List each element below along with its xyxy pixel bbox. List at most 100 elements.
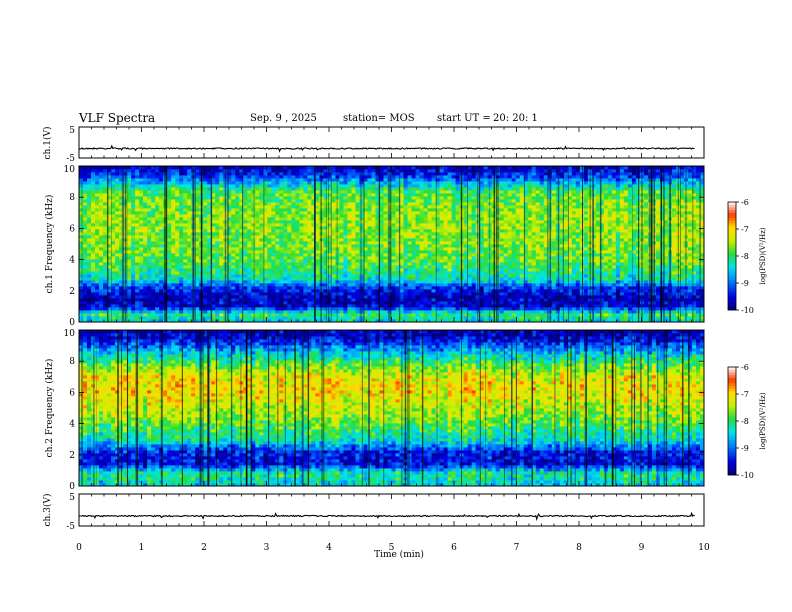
spectrogram-cell <box>575 253 581 257</box>
spectrogram-cell <box>631 244 637 248</box>
spectrogram-cell <box>563 262 569 266</box>
spectrogram-cell <box>323 289 328 293</box>
spectrogram-cell <box>599 262 605 266</box>
spectrogram-cell <box>203 256 208 260</box>
spectrogram-cell <box>419 229 424 233</box>
spectrogram-cell <box>451 250 457 254</box>
spectrogram-cell <box>131 265 136 269</box>
spectrogram-cell <box>403 226 408 230</box>
spectrogram-cell <box>331 292 336 296</box>
spectrogram-cell <box>283 262 288 266</box>
spectrogram-cell <box>671 298 677 302</box>
spectrogram-cell <box>259 298 264 302</box>
spectrogram-cell <box>535 229 541 233</box>
spectrogram-cell <box>119 295 124 299</box>
spectrogram-cell <box>591 292 597 296</box>
spectrogram-cell <box>395 289 400 293</box>
spectrogram-cell <box>111 265 116 269</box>
spectrogram-cell <box>335 313 340 317</box>
spectrogram-cell <box>367 229 372 233</box>
spectrogram-cell <box>587 298 593 302</box>
spectrogram-cell <box>659 316 665 320</box>
spectrogram-cell <box>467 241 473 245</box>
spectrogram-cell <box>143 298 148 302</box>
spectrogram-cell <box>627 277 633 281</box>
spectrogram-cell <box>647 274 653 278</box>
spectrogram-cell <box>467 265 473 269</box>
spectrogram-cell <box>143 283 148 287</box>
spectrogram-cell <box>443 241 448 245</box>
spectrogram-cell <box>339 244 344 248</box>
spectrogram-cell <box>527 241 533 245</box>
spectrogram-cell <box>243 307 248 311</box>
spectrogram-cell <box>147 307 152 311</box>
spectrogram-cell <box>115 280 120 284</box>
spectrogram-cell <box>355 262 360 266</box>
spectrogram-cell <box>331 277 336 281</box>
spectrogram-cell <box>235 265 240 269</box>
spectrogram-cell <box>623 253 629 257</box>
spectrogram-cell <box>587 277 593 281</box>
spectrogram-cell <box>131 274 136 278</box>
spectrogram-cell <box>259 289 264 293</box>
spectrogram-cell <box>391 271 396 275</box>
spectrogram-cell <box>675 298 681 302</box>
spectrogram-cell <box>419 289 424 293</box>
spectrogram-cell <box>415 277 420 281</box>
spectrogram-cell <box>347 259 352 263</box>
spectrogram-cell <box>235 295 240 299</box>
spectrogram-cell <box>571 271 577 275</box>
spectrogram-cell <box>407 280 412 284</box>
spectrogram-cell <box>503 241 509 245</box>
spectrogram-cell <box>543 262 549 266</box>
spectrogram-cell <box>187 229 192 233</box>
spectrogram-cell <box>295 232 300 236</box>
spectrogram-cell <box>539 274 545 278</box>
spectrogram-cell <box>483 304 489 308</box>
spectrogram-cell <box>83 265 88 269</box>
spectrogram-cell <box>655 238 661 242</box>
spectrogram-cell <box>195 289 200 293</box>
spectrogram-cell <box>367 265 372 269</box>
spectrogram-cell <box>671 253 677 257</box>
spectrogram-cell <box>287 310 292 314</box>
spectrogram-cell <box>431 253 436 257</box>
spectrogram-cell <box>407 250 412 254</box>
spectrogram-cell <box>239 232 244 236</box>
spectrogram-cell <box>563 286 569 290</box>
spectrogram-cell <box>243 235 248 239</box>
spectrogram-cell <box>179 259 184 263</box>
spectrogram-cell <box>559 277 565 281</box>
spectrogram-cell <box>215 247 220 251</box>
spectrogram-cell <box>387 253 392 257</box>
spectrogram-cell <box>299 283 304 287</box>
spectrogram-cell <box>671 280 677 284</box>
spectrogram-cell <box>675 307 681 311</box>
spectrogram-cell <box>675 283 681 287</box>
spectrogram-cell <box>671 307 677 311</box>
spectrogram-cell <box>567 274 573 278</box>
spectrogram-cell <box>95 250 100 254</box>
spectrogram-cell <box>155 262 160 266</box>
spectrogram-cell <box>291 262 296 266</box>
spectrogram-cell <box>507 295 513 299</box>
spectrogram-cell <box>571 298 577 302</box>
spectrogram-cell <box>243 298 248 302</box>
spectrogram-cell <box>655 241 661 245</box>
spectrogram-cell <box>99 277 104 281</box>
spectrogram-cell <box>195 259 200 263</box>
spectrogram-cell <box>695 319 701 323</box>
spectrogram-cell <box>611 232 617 236</box>
spectrogram-cell <box>427 316 432 320</box>
spectrogram-cell <box>559 268 565 272</box>
spectrogram-cell <box>699 292 705 296</box>
spectrogram-cell <box>507 310 513 314</box>
spectrogram-cell <box>483 301 489 305</box>
spectrogram-cell <box>311 295 316 299</box>
spectrogram-cell <box>311 313 316 317</box>
spectrogram-cell <box>147 280 152 284</box>
spectrogram-cell <box>371 280 376 284</box>
spectrogram-cell <box>195 313 200 317</box>
spectrogram-cell <box>411 295 416 299</box>
spectrogram-cell <box>263 271 268 275</box>
